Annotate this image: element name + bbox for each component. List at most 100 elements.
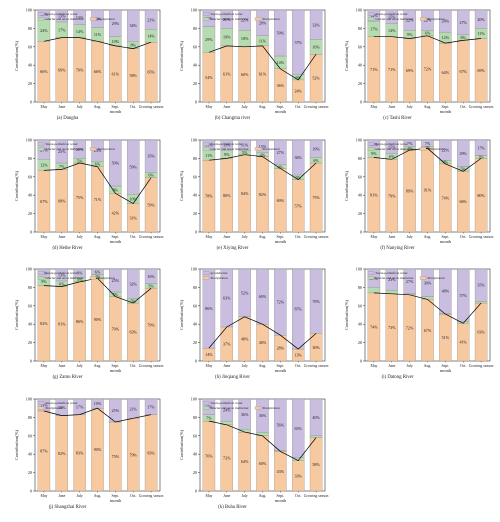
- data-label: 10%: [370, 142, 378, 147]
- legend-label-glacier: Glacier and snow meltwater: [211, 147, 250, 151]
- x-tick-label: July: [406, 235, 412, 239]
- precip-trend-line: [373, 292, 482, 324]
- x-axis-label: month: [110, 368, 122, 373]
- data-label: 34%: [129, 23, 137, 28]
- data-label: 7%: [407, 141, 413, 146]
- bar-glacier: [367, 287, 381, 294]
- data-label: 30%: [312, 345, 320, 350]
- x-tick-label: May: [40, 105, 47, 109]
- x-tick-label: Sept.: [442, 364, 450, 368]
- bar-supra: [421, 139, 434, 147]
- x-tick-label: June: [58, 494, 65, 498]
- legend-label-precip: Precipitation: [428, 17, 446, 21]
- y-tick-label: 40: [28, 452, 32, 457]
- legend-label-supra: Supra-permafrost water: [211, 401, 244, 405]
- x-tick-label: Sept.: [442, 235, 450, 239]
- y-tick-label: 100: [356, 138, 362, 143]
- data-label: 6%: [425, 31, 431, 36]
- x-tick-label: July: [76, 494, 82, 498]
- y-axis-label: Contribution(%): [344, 170, 349, 201]
- legend-swatch-glacier: [202, 147, 210, 151]
- legend-swatch-supra: [37, 271, 45, 275]
- y-tick-label: 60: [358, 44, 362, 49]
- x-tick-label: Oct.: [130, 235, 136, 239]
- bar-supra: [474, 268, 488, 302]
- data-label: 40%: [312, 415, 320, 420]
- data-label: 29%: [205, 37, 213, 42]
- y-tick-label: 40: [28, 193, 32, 198]
- y-tick-label: 40: [358, 63, 362, 68]
- data-label: 14%: [277, 60, 285, 65]
- legend-label-glacier: Glacier and snow meltwater: [376, 147, 415, 151]
- data-label: 86%: [76, 319, 84, 324]
- y-tick-label: 40: [358, 322, 362, 327]
- y-tick-label: 80: [358, 285, 362, 290]
- x-tick-label: May: [205, 235, 212, 239]
- legend-label-supra: Supra-permafrost water: [211, 12, 244, 16]
- x-tick-label: Growing season: [304, 364, 329, 368]
- data-label: 4%: [443, 160, 449, 165]
- y-tick-label: 60: [28, 174, 32, 179]
- data-label: 56%: [277, 422, 285, 427]
- data-label: 74%: [442, 196, 450, 201]
- bar-supra: [73, 268, 86, 278]
- data-label: 14%: [76, 29, 84, 34]
- data-label: 74%: [370, 325, 378, 330]
- data-label: 66%: [94, 69, 102, 74]
- legend-label-precip: Precipitation: [428, 147, 446, 151]
- data-label: 31%: [129, 215, 137, 220]
- x-tick-label: May: [40, 494, 47, 498]
- x-tick-label: Sept.: [112, 235, 120, 239]
- x-tick-label: Growing season: [469, 364, 494, 368]
- data-label: 43%: [277, 469, 285, 474]
- data-label: 82%: [58, 451, 66, 456]
- bar-supra: [274, 398, 287, 451]
- data-label: 67%: [424, 328, 432, 333]
- x-tick-label: Sept.: [277, 235, 285, 239]
- x-tick-label: July: [241, 105, 247, 109]
- y-tick-label: 0: [30, 359, 32, 364]
- x-tick-label: May: [40, 235, 47, 239]
- bar-supra: [127, 268, 140, 299]
- data-label: 10%: [129, 196, 137, 201]
- data-label: 81%: [58, 321, 66, 326]
- x-tick-label: May: [205, 364, 212, 368]
- y-tick-label: 20: [193, 211, 197, 216]
- data-label: 58%: [129, 73, 137, 78]
- x-axis-label: month: [275, 368, 287, 373]
- y-tick-label: 60: [28, 303, 32, 308]
- data-label: 7%: [59, 164, 65, 169]
- data-label: 25%: [58, 149, 66, 154]
- panel-title: (b) Changma river: [215, 116, 251, 121]
- data-label: 17%: [147, 404, 155, 409]
- y-tick-label: 20: [358, 81, 362, 86]
- y-tick-label: 40: [358, 193, 362, 198]
- x-tick-label: Aug.: [94, 494, 102, 498]
- data-label: 25%: [112, 408, 120, 413]
- legend-label-glacier: Glacier and snow meltwater: [211, 406, 250, 410]
- data-label: 19%: [223, 35, 231, 40]
- y-axis-label: Contribution(%): [14, 170, 19, 201]
- y-tick-label: 0: [360, 100, 362, 105]
- data-label: 5%: [460, 167, 466, 172]
- data-label: 80%: [477, 193, 485, 198]
- y-tick-label: 20: [28, 81, 32, 86]
- y-tick-label: 60: [193, 433, 197, 438]
- y-tick-label: 80: [358, 26, 362, 31]
- legend-swatch-supra: [367, 142, 375, 146]
- data-label: 52%: [241, 291, 249, 296]
- x-tick-label: Sept.: [277, 494, 285, 498]
- legend-swatch-glacier: [37, 147, 45, 151]
- data-label: 4%: [260, 152, 266, 157]
- legend-swatch-precip: [419, 17, 427, 21]
- data-label: 16%: [312, 44, 320, 49]
- x-axis-label: month: [110, 239, 122, 244]
- y-tick-label: 20: [193, 340, 197, 345]
- x-tick-label: Sept.: [277, 364, 285, 368]
- data-label: 71%: [94, 197, 102, 202]
- bar-supra: [109, 9, 122, 37]
- legend-swatch-precip: [37, 406, 45, 410]
- data-label: 21%: [129, 406, 137, 411]
